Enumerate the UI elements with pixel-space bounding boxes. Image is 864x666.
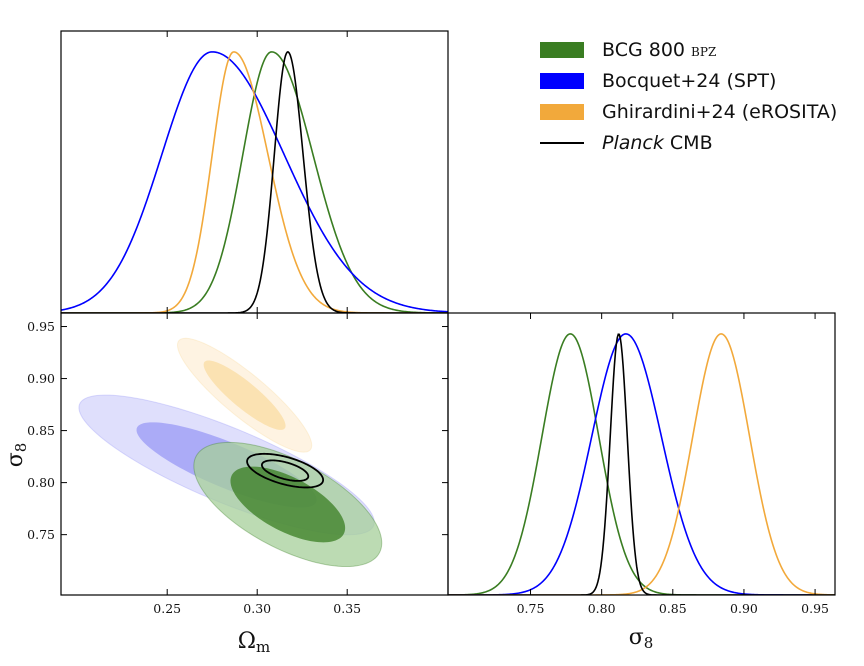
sigma8-curve-bcg-800-bpz xyxy=(448,333,835,595)
x-axis-label-omega-m: Ωm xyxy=(238,629,270,656)
contour-68-bcg-800-bpz xyxy=(230,466,346,543)
omega-m-sigma8-contour-panel: 0.25 0.30 0.35 0.75 0.80 0.85 0.90 0.95 xyxy=(27,312,449,616)
omega-m-curve-bcg-800-bpz xyxy=(61,51,448,313)
sigma8-marginal-xtick-label: 0.85 xyxy=(659,601,687,616)
sigma8-marginal-xtick-label: 0.95 xyxy=(801,601,829,616)
contour-ytick-label: 0.85 xyxy=(27,423,55,438)
sigma8-curve-planck-cmb xyxy=(448,333,835,595)
panel-frame-top-left xyxy=(60,30,449,314)
sigma8-marginal-xtick-label: 0.75 xyxy=(517,601,545,616)
y-axis-label-sigma8: σ8 xyxy=(3,443,30,468)
contour-ytick-label: 0.75 xyxy=(27,527,55,542)
legend-swatch-bcg800 xyxy=(540,41,584,58)
sigma8-marginal-xtick-label: 0.90 xyxy=(730,601,758,616)
sigma8-marginal-panel: 0.75 0.80 0.85 0.90 0.95 xyxy=(447,312,836,616)
legend: BCG 800 bpz Bocquet+24 (SPT) Ghirardini+… xyxy=(540,34,837,158)
contour-xtick-label: 0.25 xyxy=(153,601,181,616)
contour-xtick-label: 0.30 xyxy=(243,601,271,616)
panel-frame-bottom-right xyxy=(447,312,836,596)
omega-m-marginal-panel xyxy=(60,30,449,314)
legend-label-ghirardini: Ghirardini+24 (eROSITA) xyxy=(602,100,838,123)
contour-95-planck-cmb xyxy=(246,452,325,489)
contour-xtick-label: 0.35 xyxy=(333,601,361,616)
sigma8-curve-ghirardini-24-erosita xyxy=(448,333,835,595)
legend-item-ghirardini: Ghirardini+24 (eROSITA) xyxy=(540,96,837,127)
omega-m-curve-planck-cmb xyxy=(61,51,448,313)
legend-item-bocquet: Bocquet+24 (SPT) xyxy=(540,65,837,96)
contour-ytick-label: 0.90 xyxy=(27,371,55,386)
legend-line-planck xyxy=(540,141,584,144)
contour-68-planck-cmb xyxy=(260,459,310,482)
legend-swatch-ghirardini xyxy=(540,103,584,120)
contour-68-ghirardini-24-erosita xyxy=(203,360,286,430)
sigma8-marginal-xtick-label: 0.80 xyxy=(588,601,616,616)
legend-swatch-bocquet xyxy=(540,72,584,89)
legend-item-bcg800: BCG 800 bpz xyxy=(540,34,837,65)
contour-ytick-label: 0.95 xyxy=(27,319,55,334)
legend-label-bcg800: BCG 800 bpz xyxy=(602,38,717,61)
legend-label-bocquet: Bocquet+24 (SPT) xyxy=(602,69,777,92)
legend-label-planck: Planck CMB xyxy=(602,131,713,154)
contour-ytick-label: 0.80 xyxy=(27,475,55,490)
legend-item-planck: Planck CMB xyxy=(540,127,837,158)
x-axis-label-sigma8: σ8 xyxy=(629,625,654,652)
